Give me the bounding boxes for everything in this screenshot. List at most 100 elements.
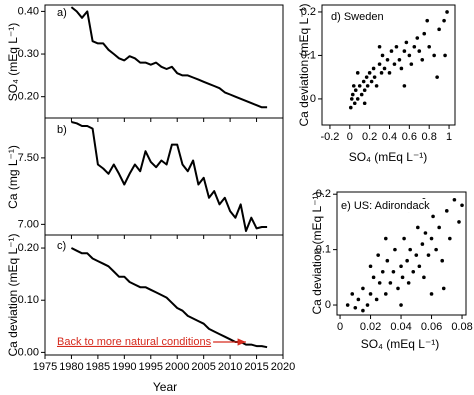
data-point	[408, 247, 412, 252]
data-point	[422, 275, 426, 280]
data-point	[361, 308, 365, 313]
data-point	[377, 62, 382, 66]
x-tick-label: 1990	[112, 361, 136, 373]
data-point	[425, 18, 430, 23]
panel-label-bg	[339, 198, 433, 213]
data-point	[391, 269, 396, 274]
data-point	[437, 225, 441, 230]
y-tick-label: 0.20	[18, 91, 39, 103]
data-point	[385, 258, 390, 263]
x-tick-label: 2010	[218, 361, 242, 373]
data-point	[445, 10, 449, 14]
y-tick-label: 7.50	[18, 152, 39, 164]
x-tick-label: 0.8	[422, 131, 437, 143]
x-axis-label: Year	[153, 380, 177, 394]
data-point	[351, 84, 356, 88]
y-tick-label: 0.00	[18, 346, 39, 358]
data-point	[412, 44, 417, 49]
y-tick-label: 0.30	[18, 48, 39, 60]
y-tick-label: 7.00	[18, 218, 39, 230]
x-tick-label: 0.06	[421, 321, 442, 333]
data-point	[367, 71, 372, 75]
data-point	[420, 242, 425, 246]
data-point	[353, 88, 358, 93]
data-point	[417, 264, 422, 269]
data-point	[402, 236, 406, 241]
plot-frame	[44, 117, 284, 236]
x-tick-label: 0.08	[451, 321, 472, 333]
y-tick-label: 0.2	[316, 188, 331, 200]
data-point	[355, 71, 360, 75]
data-point	[359, 92, 364, 97]
x-tick-label: 0.2	[362, 131, 377, 143]
panel-label: c)	[57, 240, 66, 252]
data-point	[432, 53, 436, 58]
data-point	[440, 258, 445, 263]
data-point	[362, 101, 367, 106]
data-point	[380, 53, 385, 58]
data-point	[361, 79, 366, 84]
data-point	[383, 292, 388, 296]
y-axis-label: SO₄ (mEq L⁻¹)	[6, 23, 20, 102]
data-point	[348, 105, 353, 110]
data-point	[394, 44, 399, 49]
data-point	[350, 292, 355, 296]
data-point	[457, 220, 461, 224]
data-point	[422, 31, 427, 36]
data-point	[426, 253, 431, 257]
y-axis-label: Ca deviation (mEq L⁻¹)	[297, 3, 311, 126]
data-line	[71, 121, 268, 232]
data-point	[429, 292, 434, 296]
data-point	[365, 84, 370, 88]
data-point	[402, 84, 407, 88]
y-tick-label: 0	[325, 299, 331, 311]
x-tick-label: 2000	[165, 361, 189, 373]
data-point	[385, 57, 390, 62]
data-point	[405, 258, 409, 263]
data-point	[443, 53, 447, 58]
data-point	[379, 71, 384, 75]
data-point	[399, 264, 403, 269]
data-line	[70, 6, 268, 109]
data-point	[387, 71, 392, 75]
panel-label: e) US: Adirondack	[341, 200, 430, 212]
data-point	[364, 75, 369, 79]
data-point	[417, 49, 422, 53]
data-point	[448, 236, 452, 241]
data-point	[431, 214, 435, 219]
data-point	[434, 247, 438, 252]
plot-frame	[44, 234, 284, 356]
data-point	[397, 57, 402, 62]
data-point	[429, 236, 434, 241]
x-tick-label: 0	[347, 131, 353, 143]
data-point	[427, 44, 431, 49]
data-point	[415, 36, 420, 40]
data-point	[374, 297, 379, 302]
data-point	[368, 292, 373, 296]
data-point	[392, 62, 397, 66]
x-axis-label: SO₄ (mEq L⁻¹)	[349, 150, 428, 164]
data-point	[352, 101, 357, 106]
y-tick-label: 0.10	[18, 294, 39, 306]
data-point	[380, 269, 385, 274]
x-tick-label: 0	[337, 321, 343, 333]
x-tick-label: 2005	[191, 361, 215, 373]
y-axis-label: Ca deviation (mEq L⁻¹)	[310, 191, 324, 314]
plot-frame	[321, 4, 456, 126]
y-axis-label: Ca (mg L⁻¹)	[6, 145, 20, 209]
data-point	[393, 247, 397, 252]
data-point	[389, 49, 394, 53]
data-point	[407, 53, 412, 58]
data-point	[371, 66, 376, 71]
data-point	[357, 84, 362, 88]
x-tick-label: 0.04	[390, 321, 411, 333]
x-tick-label: 1980	[59, 361, 83, 373]
panel-label: a)	[57, 7, 67, 19]
data-point	[383, 236, 388, 241]
data-point	[399, 303, 403, 307]
data-point	[349, 97, 354, 101]
data-point	[350, 92, 355, 97]
data-point	[411, 269, 416, 274]
data-point	[377, 281, 382, 285]
